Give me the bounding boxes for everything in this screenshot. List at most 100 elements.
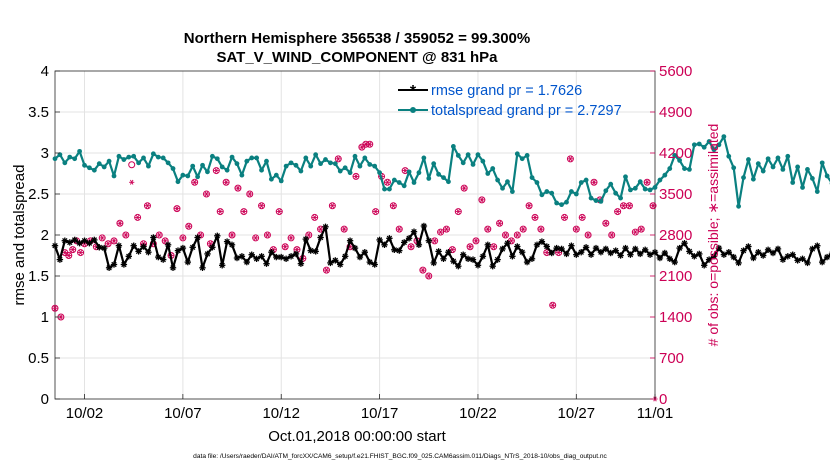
totalspread-point xyxy=(67,155,72,160)
totalspread-point xyxy=(333,161,338,166)
totalspread-point xyxy=(382,187,387,192)
totalspread-point xyxy=(284,164,289,169)
y-tick-label: 3.5 xyxy=(28,104,49,121)
y-tick-label: 0.5 xyxy=(28,350,49,367)
obs-assimilated-point xyxy=(639,227,644,232)
rmse-point xyxy=(352,245,358,251)
totalspread-point xyxy=(638,179,643,184)
totalspread-point xyxy=(299,169,304,174)
y2-tick-label: 4900 xyxy=(659,104,692,121)
totalspread-point xyxy=(736,204,741,209)
totalspread-point xyxy=(362,156,367,161)
rmse-point xyxy=(116,243,122,249)
totalspread-point xyxy=(574,192,579,197)
obs-assimilated-point xyxy=(621,203,626,208)
totalspread-point xyxy=(141,156,146,161)
totalspread-point xyxy=(805,167,810,172)
totalspread-point xyxy=(746,157,751,162)
totalspread-point xyxy=(180,173,185,178)
data-file-note: data file: /Users/raeder/DAI/ATM_forcXX/… xyxy=(193,453,607,460)
obs-assimilated-point xyxy=(373,209,378,214)
rmse-point xyxy=(435,248,441,254)
totalspread-point xyxy=(205,169,210,174)
obs-assimilated-point xyxy=(288,236,293,241)
totalspread-point xyxy=(761,169,766,174)
rmse-point xyxy=(642,247,648,253)
obs-assimilated-point xyxy=(330,203,335,208)
totalspread-point xyxy=(313,152,318,157)
totalspread-point xyxy=(431,161,436,166)
totalspread-point xyxy=(658,178,663,183)
rmse-point xyxy=(214,233,220,239)
totalspread-point xyxy=(215,156,220,161)
x-tick-label: 10/07 xyxy=(164,405,202,422)
obs-assimilated-point xyxy=(603,221,608,226)
totalspread-point xyxy=(721,134,726,139)
y2-tick-label: 3500 xyxy=(659,186,692,203)
obs-assimilated-point xyxy=(485,227,490,232)
rmse-point xyxy=(514,243,520,249)
rmse-point xyxy=(96,244,102,250)
rmse-point xyxy=(209,244,215,250)
totalspread-point xyxy=(766,156,771,161)
rmse-point xyxy=(362,249,368,255)
chart-title: Northern Hemisphere 356538 / 359052 = 99… xyxy=(184,30,530,47)
rmse-point xyxy=(686,248,692,254)
totalspread-point xyxy=(756,161,761,166)
obs-assimilated-point xyxy=(408,244,413,249)
rmse-point xyxy=(204,251,210,257)
rmse-point xyxy=(465,256,471,262)
totalspread-point xyxy=(667,166,672,171)
totalspread-point xyxy=(166,160,171,165)
rmse-point xyxy=(765,247,771,253)
totalspread-point xyxy=(77,149,82,154)
legend-rmse-label: rmse grand pr = 1.7626 xyxy=(431,83,582,99)
totalspread-point xyxy=(535,180,540,185)
totalspread-point xyxy=(687,167,692,172)
rmse-point xyxy=(440,256,446,262)
obs-assimilated-point xyxy=(645,180,650,185)
rmse-point xyxy=(244,259,250,265)
obs-assimilated-point xyxy=(591,180,596,185)
totalspread-point xyxy=(343,165,348,170)
rmse-point xyxy=(524,259,530,265)
totalspread-point xyxy=(579,180,584,185)
obs-assimilated-point xyxy=(318,227,323,232)
obs-assimilated-point xyxy=(214,168,219,173)
totalspread-point xyxy=(225,168,230,173)
y-tick-label: 1.5 xyxy=(28,268,49,285)
totalspread-point xyxy=(72,156,77,161)
rmse-point xyxy=(199,265,205,271)
totalspread-point xyxy=(771,165,776,170)
totalspread-point xyxy=(367,162,372,167)
totalspread-point xyxy=(741,175,746,180)
totalspread-point xyxy=(200,163,205,168)
totalspread-point xyxy=(505,179,510,184)
totalspread-point xyxy=(662,173,667,178)
obs-assimilated-point xyxy=(633,230,638,235)
totalspread-point xyxy=(692,142,697,147)
totalspread-point xyxy=(810,176,815,181)
obs-assimilated-point xyxy=(426,274,431,279)
rmse-point xyxy=(391,247,397,253)
obs-assimilated-point xyxy=(224,180,229,185)
rmse-point xyxy=(662,250,668,256)
rmse-point xyxy=(337,261,343,267)
totalspread-point xyxy=(249,156,254,161)
totalspread-point xyxy=(289,160,294,165)
totalspread-point xyxy=(392,178,397,183)
rmse-point xyxy=(342,253,348,259)
totalspread-point xyxy=(628,188,633,193)
rmse-point xyxy=(632,246,638,252)
totalspread-point xyxy=(525,153,530,158)
obs-assimilated-point xyxy=(521,227,526,232)
rmse-point xyxy=(544,243,550,249)
rmse-point xyxy=(598,249,604,255)
totalspread-point xyxy=(323,157,328,162)
totalspread-point xyxy=(603,188,608,193)
totalspread-point xyxy=(594,198,599,203)
totalspread-point xyxy=(244,159,249,164)
totalspread-point xyxy=(412,180,417,185)
